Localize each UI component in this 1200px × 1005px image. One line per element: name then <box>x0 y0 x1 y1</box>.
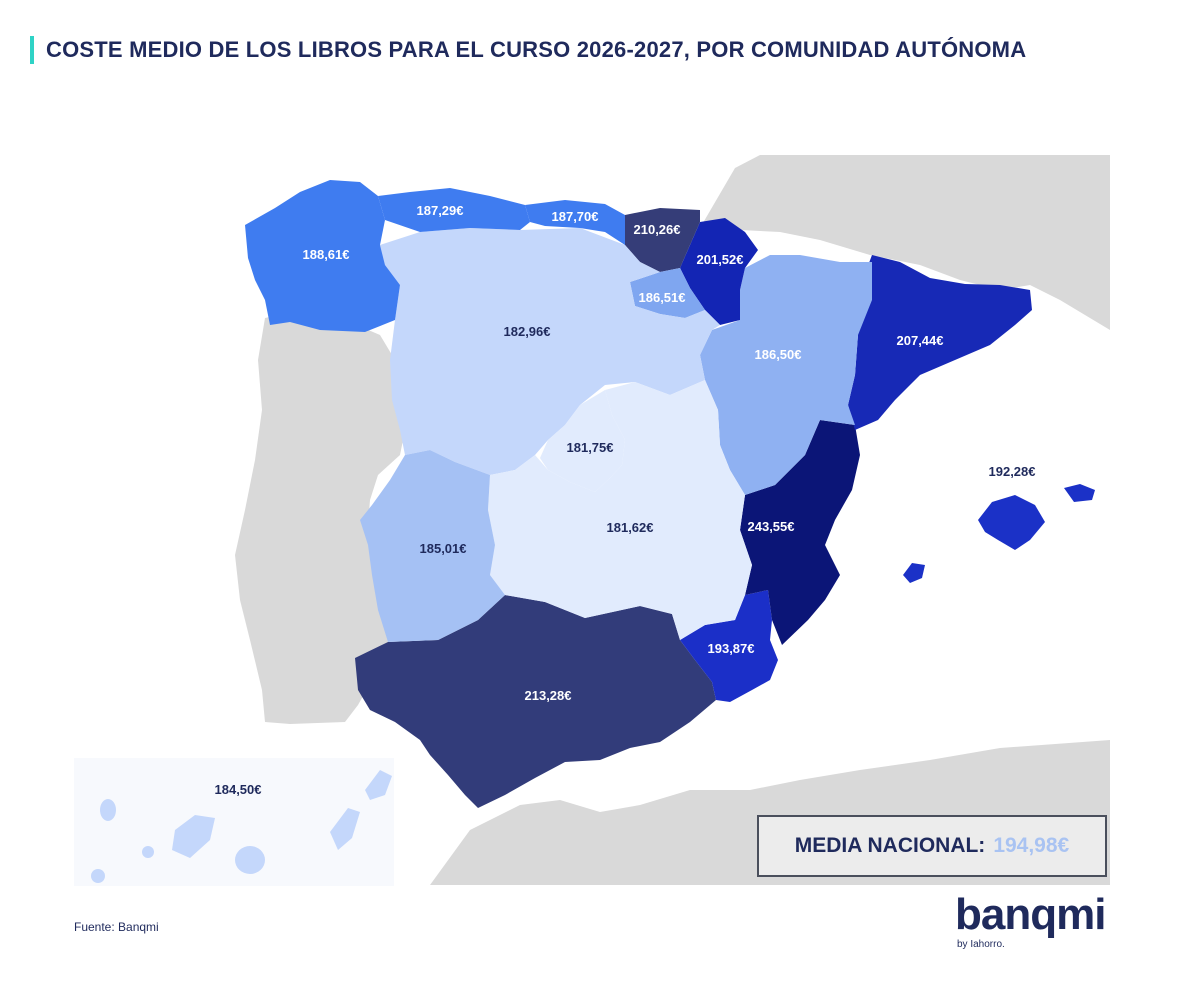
region-cantabria <box>525 200 625 245</box>
label-valencia: 243,55€ <box>748 519 795 534</box>
label-murcia: 193,87€ <box>708 641 755 656</box>
label-asturias: 187,29€ <box>417 203 464 218</box>
label-baleares: 192,28€ <box>989 464 1036 479</box>
title-accent-bar <box>30 36 34 64</box>
region-valencia <box>740 420 860 645</box>
national-average-box: MEDIA NACIONAL: 194,98€ <box>757 815 1107 877</box>
region-andalucia <box>355 595 716 808</box>
region-castilla-la-mancha <box>488 380 752 640</box>
region-aragon <box>700 255 872 495</box>
region-galicia <box>245 180 400 332</box>
region-madrid <box>540 390 625 492</box>
label-castilla-leon: 182,96€ <box>504 324 551 339</box>
label-navarra: 201,52€ <box>697 252 744 267</box>
label-cantabria: 187,70€ <box>552 209 599 224</box>
logo-tagline: by Iahorro. <box>957 939 1005 950</box>
label-galicia: 188,61€ <box>303 247 350 262</box>
region-la-rioja <box>630 268 705 318</box>
region-baleares-menorca <box>1064 484 1095 502</box>
logo-wordmark: banqmi <box>955 890 1106 939</box>
label-madrid: 181,75€ <box>567 440 614 455</box>
region-navarra <box>680 218 758 325</box>
region-pais-vasco <box>625 208 700 272</box>
national-average-label: MEDIA NACIONAL: <box>794 834 986 857</box>
label-extremadura: 185,01€ <box>420 541 467 556</box>
page-title: COSTE MEDIO DE LOS LIBROS PARA EL CURSO … <box>46 37 1027 62</box>
region-murcia <box>680 590 778 702</box>
region-asturias <box>378 188 530 232</box>
national-average-value: 194,98€ <box>993 834 1070 857</box>
banqmi-logo: banqmi by Iahorro. <box>955 890 1125 951</box>
label-andalucia: 213,28€ <box>525 688 572 703</box>
label-pais-vasco: 210,26€ <box>634 222 681 237</box>
source-note: Fuente: Banqmi <box>74 920 159 934</box>
label-la-rioja: 186,51€ <box>639 290 686 305</box>
region-cataluna <box>848 255 1032 430</box>
portugal-landmass <box>235 310 405 724</box>
label-cataluna: 207,44€ <box>897 333 944 348</box>
title-block: COSTE MEDIO DE LOS LIBROS PARA EL CURSO … <box>30 36 1026 64</box>
label-castilla-la-mancha: 181,62€ <box>607 520 654 535</box>
region-extremadura <box>360 450 505 642</box>
region-baleares-mallorca <box>978 495 1045 550</box>
label-aragon: 186,50€ <box>755 347 802 362</box>
region-canarias <box>91 770 392 883</box>
region-baleares-ibiza <box>903 563 925 583</box>
label-canarias: 184,50€ <box>215 782 262 797</box>
region-castilla-leon <box>380 228 720 475</box>
